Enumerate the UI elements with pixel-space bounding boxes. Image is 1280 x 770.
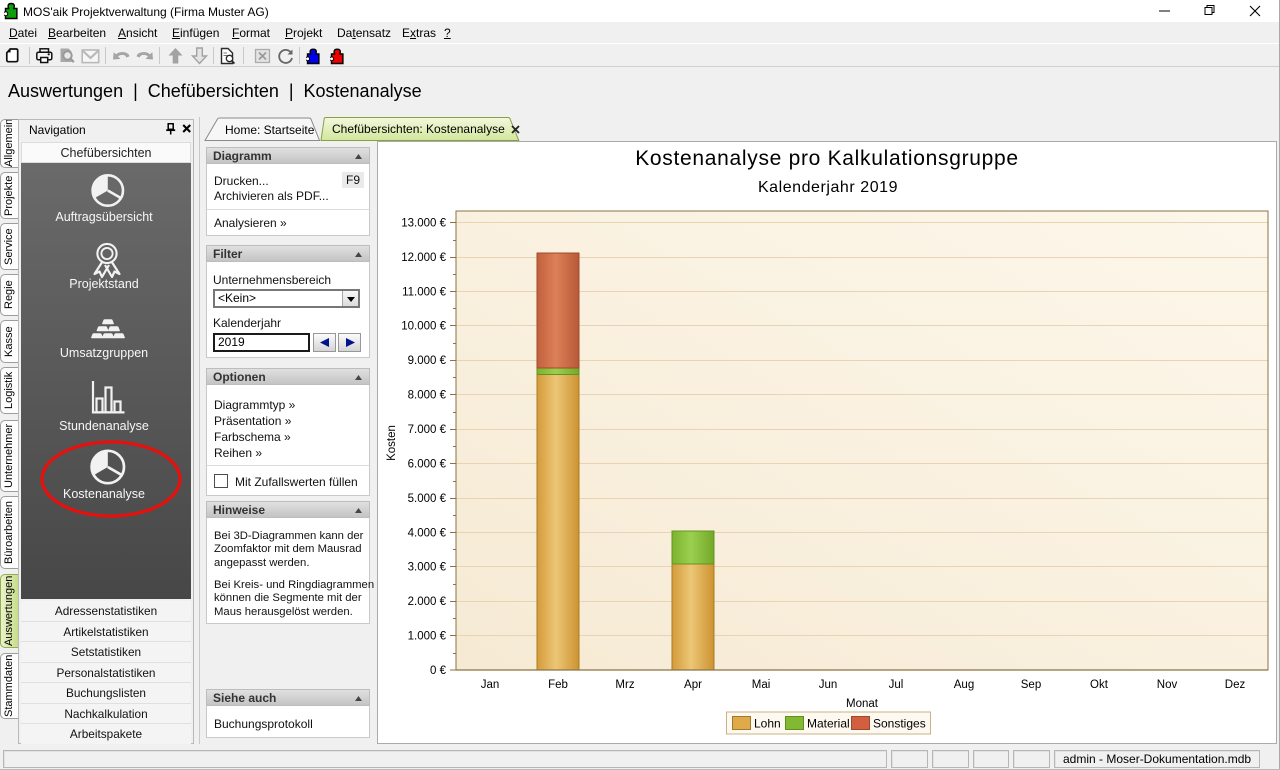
svg-text:Kalenderjahr 2019: Kalenderjahr 2019 xyxy=(758,179,898,196)
svg-text:Feb: Feb xyxy=(548,679,568,691)
svg-text:9.000 €: 9.000 € xyxy=(408,355,447,367)
svg-text:Okt: Okt xyxy=(1090,679,1109,691)
svg-text:Sonstiges: Sonstiges xyxy=(873,717,926,731)
svg-text:8.000 €: 8.000 € xyxy=(408,390,447,402)
svg-text:Mrz: Mrz xyxy=(615,679,634,691)
svg-text:Kosten: Kosten xyxy=(386,425,398,461)
svg-text:Lohn: Lohn xyxy=(754,717,781,731)
svg-text:Kostenanalyse pro Kalkulations: Kostenanalyse pro Kalkulationsgruppe xyxy=(635,147,1019,170)
svg-text:Dez: Dez xyxy=(1225,679,1246,691)
svg-text:Jul: Jul xyxy=(889,679,904,691)
svg-text:Material: Material xyxy=(807,717,850,731)
svg-text:6.000 €: 6.000 € xyxy=(408,459,447,471)
svg-text:Monat: Monat xyxy=(846,698,879,710)
svg-text:4.000 €: 4.000 € xyxy=(408,528,447,540)
svg-text:12.000 €: 12.000 € xyxy=(401,252,446,264)
svg-text:Aug: Aug xyxy=(954,679,974,691)
svg-text:5.000 €: 5.000 € xyxy=(408,493,447,505)
svg-text:Sep: Sep xyxy=(1021,679,1041,691)
svg-text:0 €: 0 € xyxy=(430,665,447,677)
svg-text:Nov: Nov xyxy=(1157,679,1178,691)
svg-text:Mai: Mai xyxy=(752,679,771,691)
svg-text:Jun: Jun xyxy=(819,679,838,691)
svg-text:13.000 €: 13.000 € xyxy=(401,218,446,230)
svg-text:10.000 €: 10.000 € xyxy=(401,321,446,333)
svg-text:3.000 €: 3.000 € xyxy=(408,562,447,574)
svg-text:7.000 €: 7.000 € xyxy=(408,424,447,436)
svg-text:Jan: Jan xyxy=(481,679,500,691)
svg-text:11.000 €: 11.000 € xyxy=(402,287,447,299)
svg-text:Apr: Apr xyxy=(684,679,702,691)
svg-text:1.000 €: 1.000 € xyxy=(408,631,447,643)
svg-text:2.000 €: 2.000 € xyxy=(408,596,447,608)
